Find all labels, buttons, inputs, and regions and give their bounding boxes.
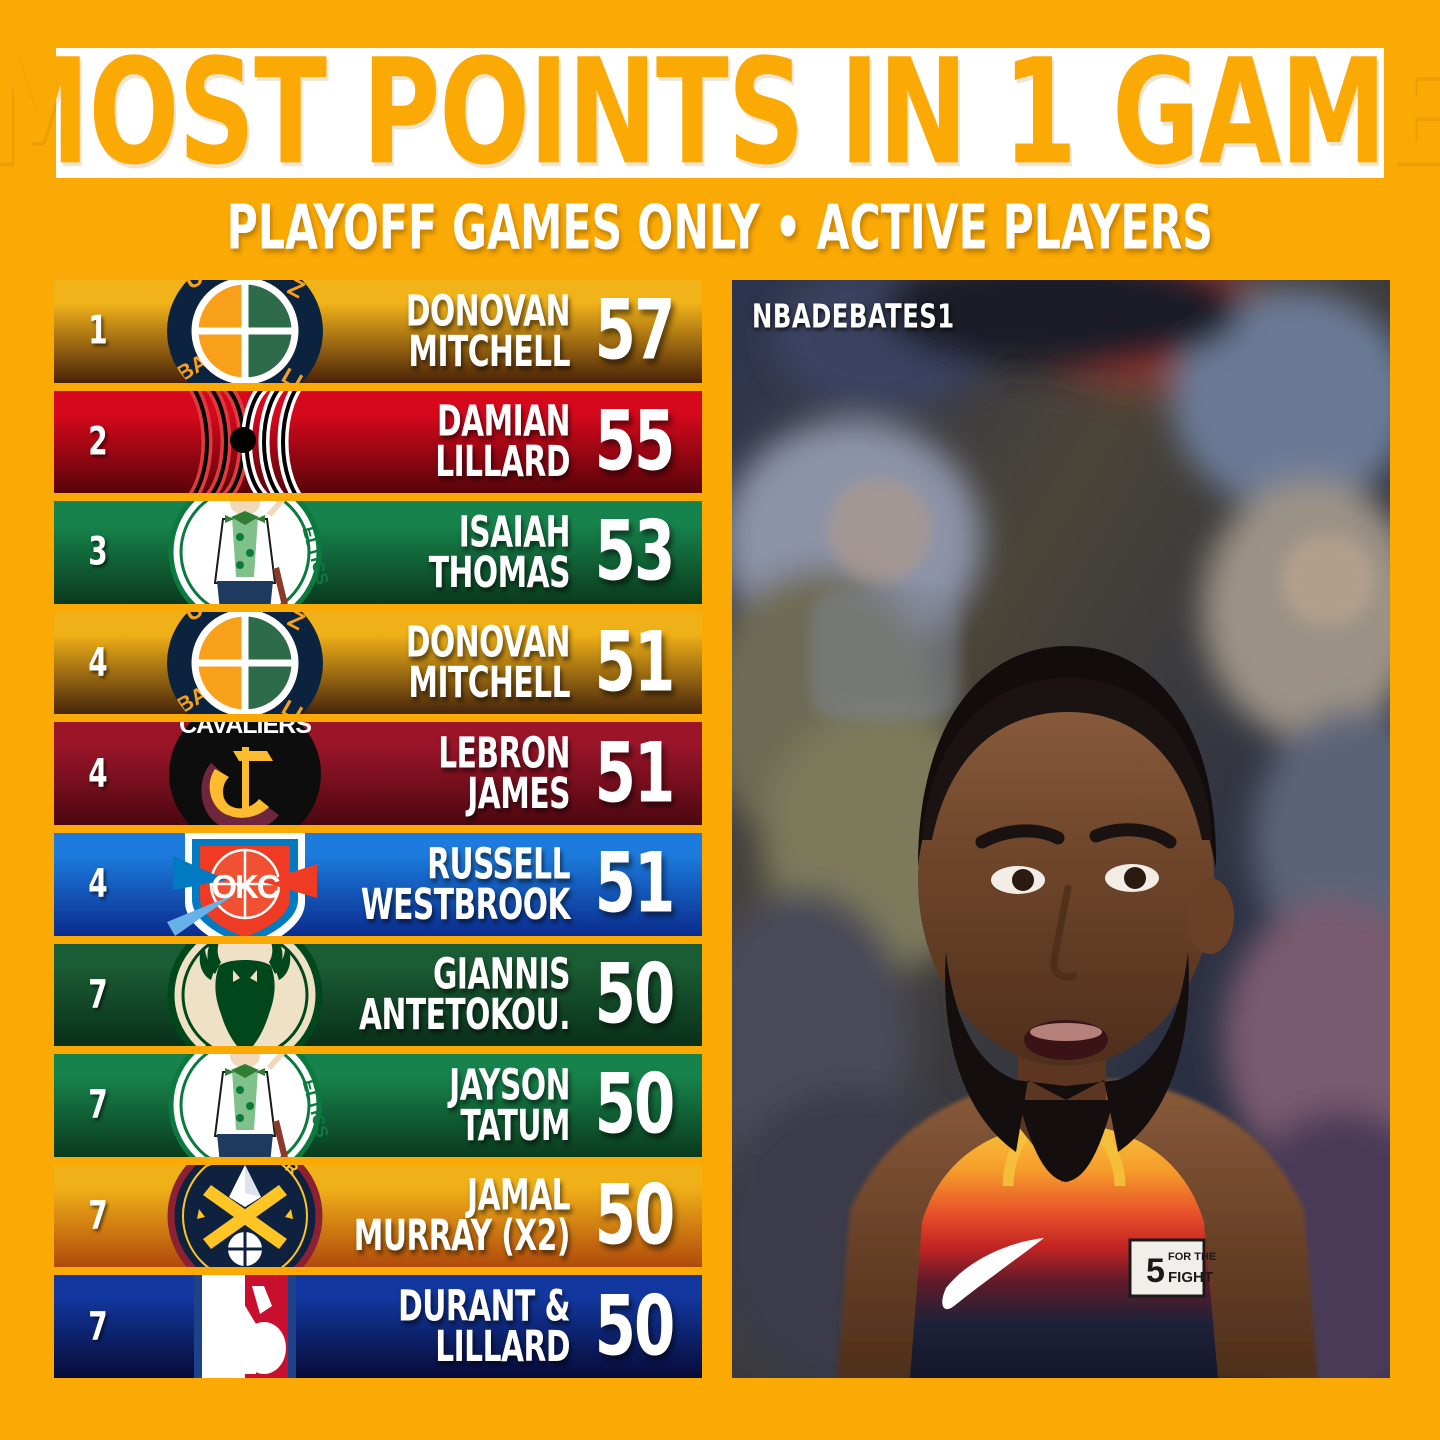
rank-number: 7 [88,1082,108,1128]
title-banner: MOST POINTS IN 1 GAME [0,40,1440,186]
celtics-logo: BOSTON ELTICS [150,1054,340,1157]
rank-number: 3 [88,529,108,575]
svg-text:D: D [201,1165,220,1171]
player-name-line2: THOMAS [428,545,571,597]
svg-text:5: 5 [1146,1252,1165,1290]
nba-logo [150,1275,340,1378]
watermark-text: NBADEBATES1 [752,298,955,336]
points-value: 50 [594,1277,676,1375]
player-name: GIANNIS ANTETOKOU. [359,952,571,1035]
player-name-line2: WESTBROOK [360,877,571,929]
player-name-line1: GIANNIS [433,948,571,1000]
player-name-line2: LILLARD [435,1320,570,1371]
player-name-line1: DURANT & [398,1280,570,1331]
player-name-line1: JAYSON [449,1059,570,1110]
rank-number: 7 [88,972,108,1018]
row-background [54,722,702,825]
player-name-line2: ANTETOKOU. [359,988,571,1040]
player-name-line1: JAMAL [467,1169,570,1221]
player-name: LEBRON JAMES [438,731,570,814]
row-background [54,611,702,715]
row-background [54,832,702,936]
rank-number: 4 [88,861,108,907]
rank-number: 1 [88,308,108,354]
subtitle-bar: PLAYOFF GAMES ONLY • ACTIVE PLAYERS [0,196,1440,258]
table-row[interactable]: 7 DURANT & LILLARD 50 [54,1275,702,1378]
svg-text:FOR THE: FOR THE [1168,1251,1216,1263]
player-name: RUSSELL WESTBROOK [361,842,571,925]
rank-number: 7 [88,1304,108,1350]
points-value: 51 [594,835,676,933]
player-name-line2: JAMES [467,767,570,818]
jazz-logo: U Z BA LL [150,611,340,715]
svg-text:N: N [187,1265,207,1268]
player-name-line1: DONOVAN [405,616,571,668]
row-background [54,501,702,604]
points-value: 55 [594,392,676,490]
bucks-logo: M S [150,943,340,1047]
points-value: 51 [594,613,676,711]
player-name-line1: ISAIAH [458,506,571,557]
subtitle-text: PLAYOFF GAMES ONLY • ACTIVE PLAYERS [226,190,1214,264]
player-name-line2: TATUM [460,1098,570,1150]
row-background [54,1275,702,1378]
player-name-line2: MITCHELL [408,656,570,708]
points-value: 50 [594,945,676,1043]
player-name-line2: MURRAY (X2) [353,1209,571,1261]
player-name: DURANT & LILLARD [398,1284,570,1367]
rank-number: 4 [88,640,108,686]
player-name-line2: MITCHELL [408,324,570,376]
player-photo-panel: 5 FOR THE FIGHT NBADEBATES1 [732,280,1390,1378]
row-background [54,1164,702,1268]
points-value: 57 [594,282,676,380]
player-photo: 5 FOR THE FIGHT [732,280,1390,1378]
player-name-line1: RUSSELL [427,837,570,889]
player-name-line1: DAMIAN [436,395,571,447]
points-value: 51 [594,724,676,822]
row-background [54,1054,702,1157]
table-row[interactable]: 4 CAVALIERS LEBRON JAMES 51 [54,722,702,825]
player-name: JAYSON TATUM [449,1063,570,1146]
points-value: 50 [594,1166,676,1264]
svg-text:OKC: OKC [211,868,280,905]
player-name-line1: LEBRON [438,727,570,778]
rank-number: 7 [88,1193,108,1239]
row-background [54,390,702,494]
svg-text:CAVALIERS: CAVALIERS [179,722,311,738]
svg-text:M: M [197,1041,218,1046]
player-name: DONOVAN MITCHELL [406,621,571,704]
player-name-line1: DONOVAN [405,284,571,336]
rank-number: 2 [88,419,108,465]
player-name: ISAIAH THOMAS [429,510,571,593]
celtics-logo: BOSTON ELTICS [150,501,340,604]
player-name: JAMAL MURRAY (X2) [354,1174,571,1257]
table-row[interactable]: 4 OKC RUSSELL WESTBROOK 51 [54,832,702,936]
jazz-logo: U Z BA LL [150,280,340,383]
row-background [54,280,702,383]
blazers-logo [150,390,340,494]
player-name: DAMIAN LILLARD [435,399,570,482]
points-value: 53 [594,503,676,601]
player-name-line2: LILLARD [435,435,570,487]
svg-text:FIGHT: FIGHT [1168,1269,1213,1286]
rank-number: 4 [88,751,108,797]
thunder-logo: OKC [150,832,340,936]
table-row[interactable]: 2 DAMIAN LILLARD 55 [54,390,702,494]
cavaliers-logo: CAVALIERS [150,722,340,825]
page-title: MOST POINTS IN 1 GAME [0,28,1440,198]
player-name: DONOVAN MITCHELL [406,289,571,372]
nuggets-logo: D R N S [150,1164,340,1268]
row-background [54,943,702,1047]
points-value: 50 [594,1056,676,1154]
